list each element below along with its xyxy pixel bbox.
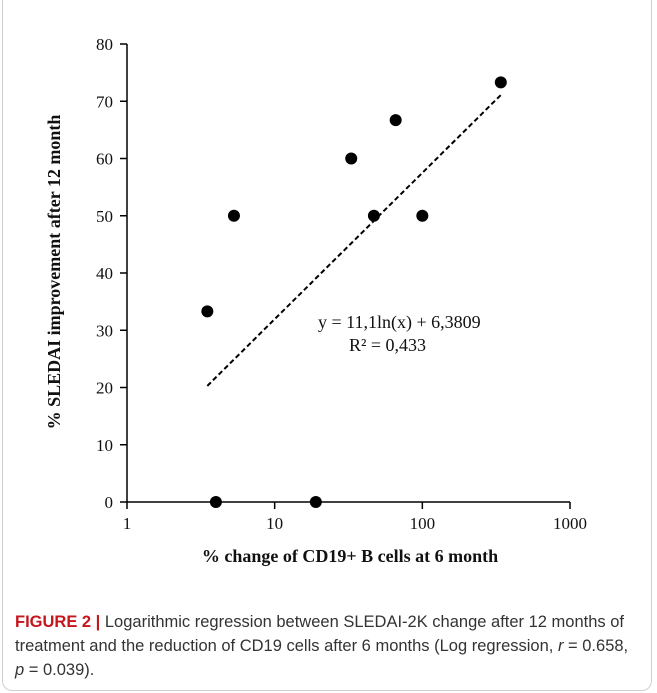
data-point: [367, 209, 380, 222]
caption-r-label: r: [557, 637, 564, 655]
data-point: [345, 152, 358, 165]
x-tick-label: 1: [123, 514, 132, 533]
data-points: [201, 76, 507, 508]
equation-line-1: y = 11,1ln(x) + 6,3809: [318, 312, 481, 333]
y-tick-label: 10: [96, 436, 113, 455]
data-point: [494, 76, 507, 89]
y-tick-label: 30: [96, 321, 113, 340]
y-axis-label: % SLEDAI improvement after 12 month: [44, 115, 64, 430]
y-tick-label: 70: [96, 92, 113, 111]
chart: 0 10 20 30 40 50 60 70 80 1 10 100 1000 y = 11,1ln(…: [44, 35, 587, 566]
data-point: [416, 209, 429, 222]
x-tick-label: 1000: [553, 514, 587, 533]
equation-line-2: R² = 0,433: [349, 335, 426, 355]
x-ticks: 1 10 100 1000: [123, 502, 587, 533]
x-axis-label: % change of CD19+ B cells at 6 month: [202, 546, 498, 566]
caption-p-label: p: [15, 661, 25, 679]
y-ticks: 0 10 20 30 40 50 60 70 80: [96, 35, 127, 512]
x-tick-label: 100: [410, 514, 436, 533]
data-point: [309, 496, 322, 508]
figure-caption: FIGURE 2 | Logarithmic regression betwee…: [15, 610, 640, 682]
caption-label: FIGURE 2 |: [15, 613, 101, 631]
caption-p-value: = 0.039).: [24, 661, 95, 679]
x-tick-label: 10: [266, 514, 283, 533]
caption-r-value: = 0.658,: [563, 637, 629, 655]
y-tick-label: 60: [96, 150, 113, 169]
y-tick-label: 40: [96, 264, 113, 283]
data-point: [201, 305, 214, 318]
caption-text: Logarithmic regression between SLEDAI-2K…: [15, 613, 625, 655]
data-point: [209, 496, 222, 508]
y-tick-label: 50: [96, 207, 113, 226]
data-point: [227, 209, 240, 222]
y-tick-label: 0: [105, 493, 114, 512]
trendline: [206, 94, 502, 387]
y-tick-label: 80: [96, 35, 113, 54]
data-point: [389, 114, 402, 127]
y-tick-label: 20: [96, 379, 113, 398]
